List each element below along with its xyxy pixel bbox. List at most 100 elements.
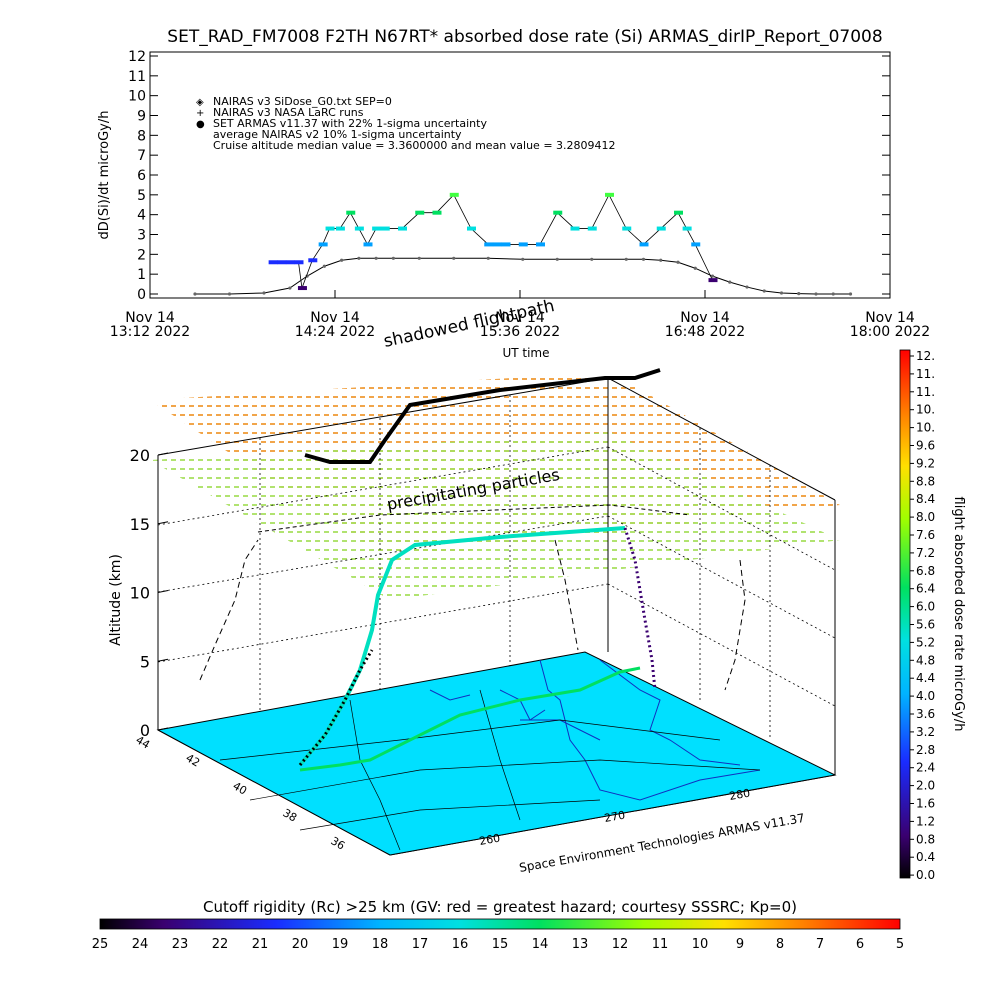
rigidity-colorbar-tick-label: 16 bbox=[452, 937, 469, 952]
dose-colorbar-tick-label: 6.0 bbox=[916, 600, 935, 614]
top-y-tick-label: 1 bbox=[137, 267, 146, 283]
top-y-tick-label: 6 bbox=[137, 168, 146, 184]
legend-text: NAIRAS v3 NASA LaRC runs bbox=[213, 106, 364, 119]
shadowed-flightpath bbox=[304, 368, 661, 464]
top-plot-frame bbox=[149, 51, 891, 299]
rigidity-colorbar-tick-label: 12 bbox=[612, 937, 629, 952]
dose-colorbar-tick-label: 1.6 bbox=[916, 797, 935, 811]
model-point bbox=[357, 256, 361, 260]
rigidity-colorbar-tick-label: 8 bbox=[776, 937, 784, 952]
dose-colorbar-tick-label: 8.0 bbox=[916, 510, 935, 524]
lon-tick-label: 260 bbox=[478, 832, 501, 848]
model-point bbox=[417, 256, 421, 260]
armas-point bbox=[285, 260, 295, 265]
dose-colorbar-tick-label: 6.8 bbox=[916, 564, 935, 578]
dose-colorbar-tick-label: 8.8 bbox=[916, 474, 935, 488]
model-point bbox=[814, 292, 818, 296]
altitude-tick bbox=[157, 658, 169, 662]
ground-map bbox=[156, 651, 837, 856]
dose-colorbar-tick-label: 1.2 bbox=[916, 814, 935, 828]
armas-point bbox=[268, 260, 278, 265]
flight-projection-left bbox=[199, 539, 259, 681]
model-point bbox=[779, 291, 784, 295]
dose-colorbar-label: flight absorbed dose rate microGy/h bbox=[951, 497, 966, 732]
rigidity-colorbar-tick-label: 24 bbox=[132, 937, 149, 952]
lon-tick-label: 270 bbox=[603, 809, 626, 825]
rigidity-colorbar-tick-label: 20 bbox=[292, 937, 309, 952]
model-point bbox=[624, 257, 628, 261]
dose-colorbar-tick-label: 11. bbox=[916, 385, 935, 399]
model-point bbox=[391, 256, 395, 260]
armas-point bbox=[415, 210, 425, 215]
altitude-tick bbox=[157, 727, 169, 731]
armas-point bbox=[277, 260, 287, 265]
armas-point bbox=[622, 226, 632, 231]
legend-text: Cruise altitude median value = 3.3600000… bbox=[213, 139, 616, 152]
rigidity-colorbar-tick-label: 17 bbox=[412, 937, 429, 952]
dose-colorbar-tick-label: 3.2 bbox=[916, 725, 935, 739]
rigidity-colorbar-tick-label: 14 bbox=[532, 937, 549, 952]
model-point bbox=[676, 260, 680, 264]
top-y-tick-label: 11 bbox=[128, 69, 146, 85]
flight-projection-mid bbox=[554, 539, 579, 651]
flight-path-ascent bbox=[298, 649, 374, 766]
lat-tick-label: 36 bbox=[329, 834, 348, 852]
dose-colorbar bbox=[899, 349, 911, 879]
rigidity-colorbar-tick-label: 19 bbox=[332, 937, 349, 952]
altitude-tick-label: 0 bbox=[140, 721, 150, 740]
lat-tick-label: 38 bbox=[281, 806, 300, 824]
model-point bbox=[322, 264, 326, 268]
armas-point bbox=[297, 286, 307, 291]
top-y-tick-label: 8 bbox=[137, 128, 146, 144]
altitude-tick-label: 20 bbox=[130, 446, 150, 465]
top-y-tick-label: 5 bbox=[137, 188, 146, 204]
top-y-axis-label: dD(Si)/dt microGy/h bbox=[97, 111, 112, 240]
top-y-tick-label: 0 bbox=[137, 287, 146, 303]
armas-point bbox=[346, 210, 356, 215]
flight-path-descent bbox=[623, 527, 657, 691]
legend-marker: ● bbox=[196, 119, 205, 130]
rigidity-colorbar bbox=[99, 918, 901, 930]
top-x-tick-label-date: Nov 14 bbox=[495, 310, 545, 326]
dose-colorbar-tick-label: 11. bbox=[916, 367, 935, 381]
lat-tick-top: 44 bbox=[134, 733, 153, 751]
armas-point bbox=[308, 258, 318, 263]
armas-point bbox=[639, 242, 649, 247]
dose-colorbar-tick-label: 6.4 bbox=[916, 582, 935, 596]
model-point bbox=[262, 291, 266, 295]
armas-point bbox=[449, 192, 459, 197]
altitude-tick-label: 10 bbox=[130, 584, 150, 603]
legend-text: NAIRAS v3 SiDose_G0.txt SEP=0 bbox=[213, 95, 392, 108]
dose-colorbar-tick-label: 4.4 bbox=[916, 671, 935, 685]
top-x-tick-label-date: Nov 14 bbox=[680, 310, 730, 326]
rigidity-colorbar-tick-label: 5 bbox=[896, 937, 904, 952]
armas-point bbox=[294, 260, 304, 265]
armas-point bbox=[354, 226, 364, 231]
rigidity-colorbar-tick-label: 10 bbox=[692, 937, 709, 952]
armas-point bbox=[605, 192, 614, 197]
lat-tick-label: 42 bbox=[184, 751, 203, 769]
dose-colorbar-tick-label: 8.4 bbox=[916, 492, 935, 506]
dose-colorbar-tick-label: 0.0 bbox=[916, 868, 935, 882]
dose-colorbar-tick-label: 4.8 bbox=[916, 653, 935, 667]
top-legend: ◈ NAIRAS v3 SiDose_G0.txt SEP=0 + NAIRAS v3… bbox=[196, 95, 616, 152]
dose-colorbar-ticks: 12. 11. 11. 10. 10. 9.6 9.2 8.8 8.4 8.0 7.6 7.2 6.8 6… bbox=[910, 349, 935, 882]
dose-colorbar-tick-label: 9.6 bbox=[916, 439, 935, 453]
top-x-tick-label-time: 18:00 2022 bbox=[850, 324, 930, 340]
armas-point bbox=[335, 226, 345, 231]
armas-point bbox=[518, 242, 528, 247]
rigidity-colorbar-tick-label: 22 bbox=[212, 937, 229, 952]
top-x-axis-label: UT time bbox=[502, 346, 549, 360]
rigidity-colorbar-label: Cutoff rigidity (Rc) >25 km (GV: red = g… bbox=[203, 898, 797, 916]
dose-colorbar-tick-label: 12. bbox=[916, 349, 935, 363]
armas-line bbox=[272, 193, 713, 289]
model-point bbox=[555, 257, 559, 261]
plot3d: shadowed flightpath precipitating partic… bbox=[108, 296, 840, 875]
ground-track bbox=[299, 666, 641, 772]
armas-point bbox=[380, 226, 390, 231]
rigidity-colorbar-tick-label: 9 bbox=[736, 937, 744, 952]
top-x-tick-label-time: 16:48 2022 bbox=[665, 324, 745, 340]
altitude-tick-label: 15 bbox=[130, 515, 150, 534]
top-chart-title: SET_RAD_FM7008 F2TH N67RT* absorbed dose… bbox=[167, 27, 882, 47]
